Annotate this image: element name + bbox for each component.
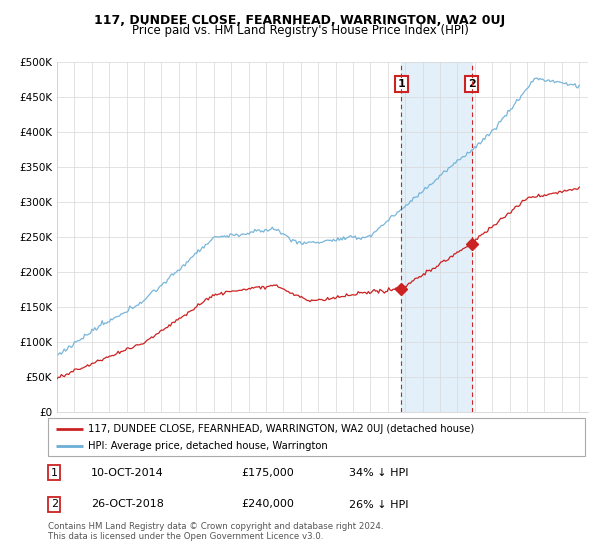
Text: Contains HM Land Registry data © Crown copyright and database right 2024.
This d: Contains HM Land Registry data © Crown c… [48,522,383,542]
Text: Price paid vs. HM Land Registry's House Price Index (HPI): Price paid vs. HM Land Registry's House … [131,24,469,37]
FancyBboxPatch shape [48,418,585,456]
Text: 26% ↓ HPI: 26% ↓ HPI [349,500,408,510]
Text: 117, DUNDEE CLOSE, FEARNHEAD, WARRINGTON, WA2 0UJ (detached house): 117, DUNDEE CLOSE, FEARNHEAD, WARRINGTON… [88,423,475,433]
Text: £175,000: £175,000 [241,468,294,478]
Text: 34% ↓ HPI: 34% ↓ HPI [349,468,408,478]
Text: 2: 2 [51,500,58,510]
Text: £240,000: £240,000 [241,500,294,510]
Text: 26-OCT-2018: 26-OCT-2018 [91,500,164,510]
Text: 117, DUNDEE CLOSE, FEARNHEAD, WARRINGTON, WA2 0UJ: 117, DUNDEE CLOSE, FEARNHEAD, WARRINGTON… [94,14,506,27]
Text: 1: 1 [397,79,405,89]
Text: 10-OCT-2014: 10-OCT-2014 [91,468,164,478]
Text: HPI: Average price, detached house, Warrington: HPI: Average price, detached house, Warr… [88,441,328,451]
Bar [401,62,472,412]
Text: 1: 1 [51,468,58,478]
Text: 2: 2 [468,79,476,89]
